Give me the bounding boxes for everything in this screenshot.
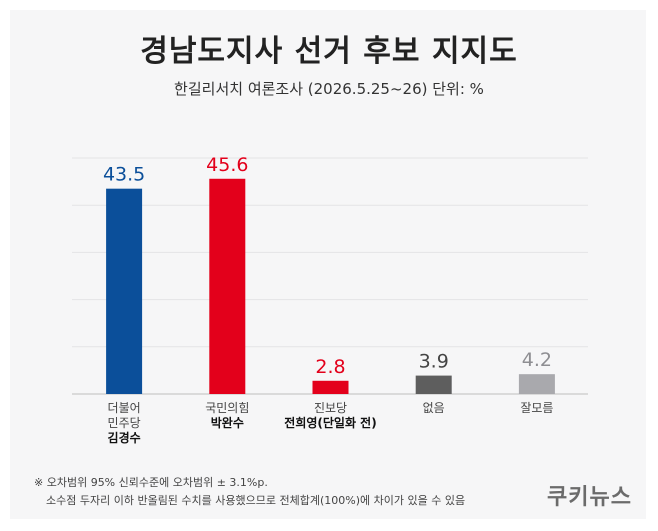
bar-value-label: 4.2 (522, 349, 552, 371)
publisher-logo: 쿠키뉴스 (547, 485, 632, 510)
footnote-rounding: 소수점 두자리 이하 반올림된 수치를 사용했으므로 전체합계(100%)에 차… (46, 494, 466, 507)
bar-value-label: 43.5 (103, 164, 145, 186)
chart-subtitle: 한길리서치 여론조사 (2026.5.25~26) 단위: % (174, 80, 484, 98)
candidate-name: 김경수 (108, 430, 141, 445)
bar (312, 380, 349, 394)
bar (518, 374, 555, 394)
bar (415, 375, 452, 394)
footnote-margin-of-error: ※ 오차범위 95% 신뢰수준에 오차범위 ± 3.1%p. (34, 476, 268, 489)
bar (106, 188, 143, 394)
candidate-name: 박완수 (211, 415, 244, 430)
bar-value-label: 45.6 (206, 154, 248, 176)
category-label: 잘모름 (520, 401, 553, 415)
chart-title: 경남도지사 선거 후보 지지도 (140, 34, 518, 69)
candidate-name: 전희영(단일화 전) (284, 415, 376, 430)
bar-value-label: 2.8 (315, 356, 345, 378)
bar (209, 178, 246, 394)
category-label: 없음 (423, 401, 445, 415)
category-label: 민주당 (108, 416, 141, 430)
category-label: 진보당 (314, 401, 347, 415)
bar-value-label: 3.9 (419, 351, 449, 373)
category-label: 더불어 (108, 401, 141, 415)
category-label: 국민의힘 (205, 401, 249, 415)
